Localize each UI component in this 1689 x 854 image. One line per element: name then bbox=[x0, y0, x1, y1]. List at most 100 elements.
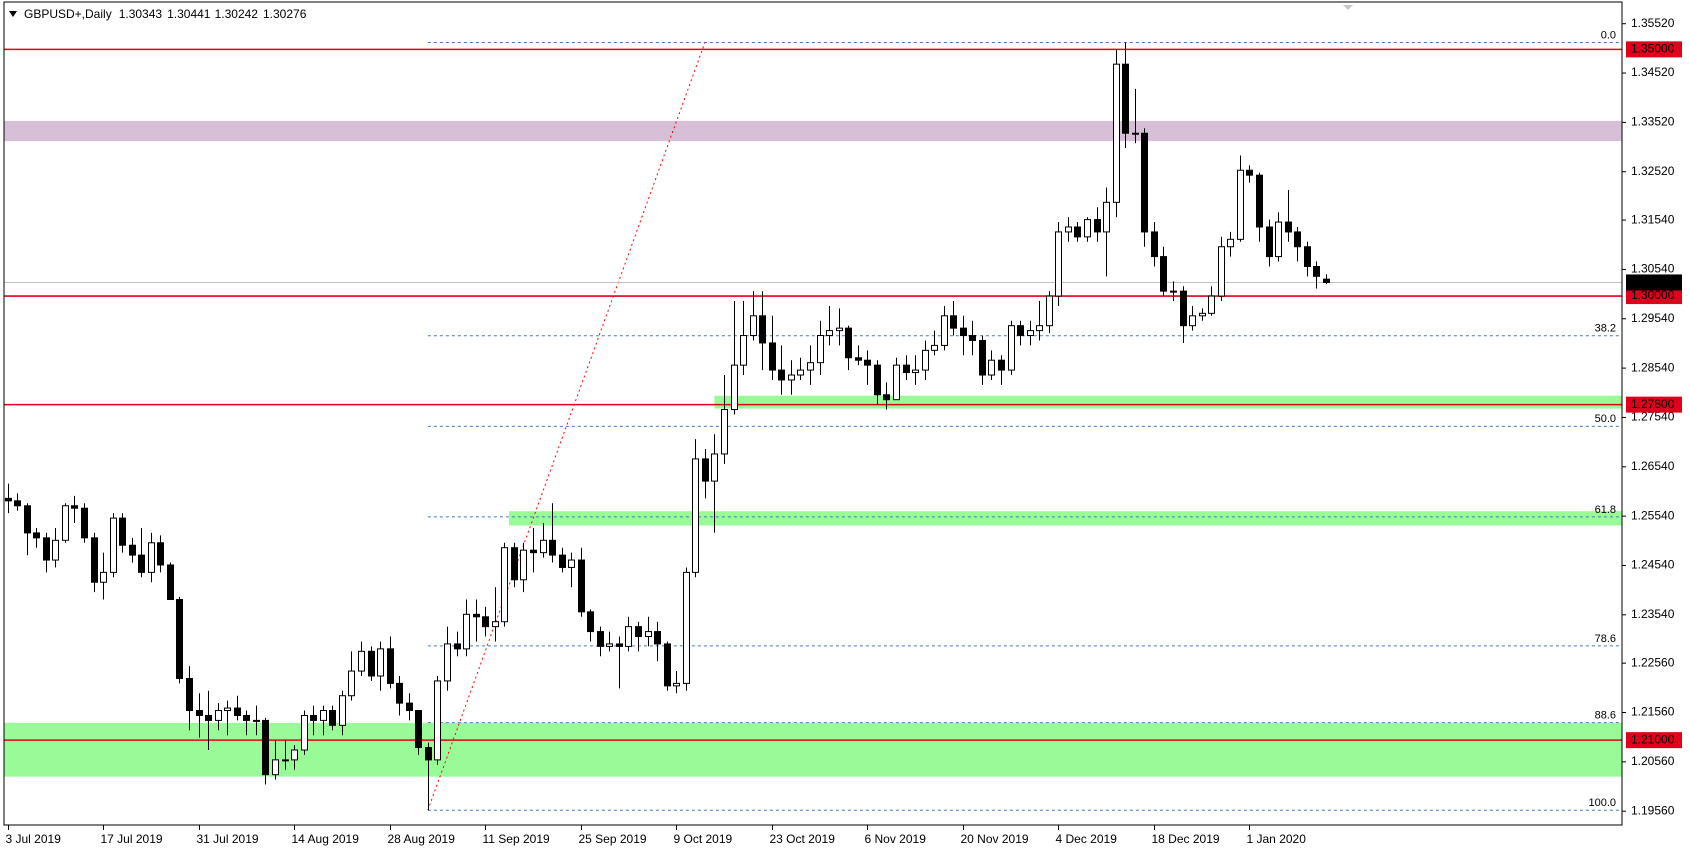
candle-body-up bbox=[492, 621, 499, 628]
y-tick-label: 1.24540 bbox=[1631, 558, 1675, 572]
level-label: 1.27800 bbox=[1631, 397, 1675, 411]
x-tick-label: 31 Jul 2019 bbox=[197, 832, 259, 846]
candle-body-up bbox=[1218, 246, 1225, 297]
candle-body-up bbox=[434, 680, 441, 761]
candle-body-up bbox=[740, 335, 747, 366]
x-tick-label: 4 Dec 2019 bbox=[1056, 832, 1118, 846]
x-tick-label: 3 Jul 2019 bbox=[6, 832, 62, 846]
candle-body-up bbox=[683, 571, 690, 684]
candle-body-down bbox=[864, 359, 871, 366]
candle-body-up bbox=[1036, 325, 1043, 332]
candle-body-up bbox=[807, 362, 814, 371]
candle-body-up bbox=[291, 749, 298, 761]
candle-body-up bbox=[797, 369, 804, 376]
x-tick-label: 14 Aug 2019 bbox=[292, 832, 360, 846]
candle-body-down bbox=[778, 369, 785, 381]
zone bbox=[4, 120, 1622, 142]
x-tick-label: 28 Aug 2019 bbox=[388, 832, 456, 846]
candle-body-down bbox=[1122, 63, 1129, 134]
candle-body-down bbox=[454, 643, 461, 650]
candle-body-up bbox=[339, 695, 346, 726]
level-box bbox=[1626, 396, 1682, 413]
candle-body-up bbox=[253, 719, 260, 722]
candle-body-down bbox=[243, 714, 250, 721]
candle-body-down bbox=[1017, 325, 1024, 337]
candle-body-up bbox=[750, 315, 757, 337]
candle-body-down bbox=[1313, 265, 1320, 277]
candle-body-up bbox=[988, 359, 995, 376]
candle-body-down bbox=[874, 364, 881, 396]
candle-body-up bbox=[320, 710, 327, 721]
plot-frame bbox=[3, 1, 1623, 826]
candle-body-down bbox=[549, 539, 556, 556]
x-tick-label: 25 Sep 2019 bbox=[579, 832, 647, 846]
candle-body-down bbox=[167, 564, 174, 601]
candle-body-down bbox=[635, 626, 642, 638]
candle-body-down bbox=[1285, 221, 1292, 233]
candle-body-up bbox=[110, 517, 117, 573]
candle-body-up bbox=[1189, 315, 1196, 327]
x-tick-label: 17 Jul 2019 bbox=[101, 832, 163, 846]
candle-body-up bbox=[673, 682, 680, 687]
candle-body-up bbox=[377, 648, 384, 677]
candle-body-down bbox=[425, 747, 432, 761]
candle-body-down bbox=[1151, 231, 1158, 258]
y-tick-label: 1.33520 bbox=[1631, 115, 1675, 129]
candle-body-down bbox=[845, 327, 852, 359]
candle-body-up bbox=[358, 650, 365, 672]
candle-body-down bbox=[176, 599, 183, 679]
candle-body-down bbox=[91, 537, 98, 583]
candle-body-down bbox=[883, 394, 890, 401]
candle-body-up bbox=[1275, 221, 1282, 258]
candle-body-down bbox=[950, 315, 957, 329]
candle-body-down bbox=[473, 613, 480, 618]
low-price: 1.30242 bbox=[215, 7, 259, 21]
candle-body-down bbox=[1256, 174, 1263, 228]
level-box bbox=[1626, 41, 1682, 58]
candle-body-down bbox=[157, 542, 164, 566]
candle-body-up bbox=[224, 707, 231, 712]
y-tick-label: 1.30540 bbox=[1631, 262, 1675, 276]
candle-body-down bbox=[387, 648, 394, 684]
x-tick-label: 18 Dec 2019 bbox=[1152, 832, 1220, 846]
level-box bbox=[1626, 732, 1682, 749]
y-tick-label: 1.21560 bbox=[1631, 705, 1675, 719]
candle-body-up bbox=[931, 344, 938, 351]
candle-body-up bbox=[215, 710, 222, 721]
y-tick-label: 1.34520 bbox=[1631, 65, 1675, 79]
candle-body-up bbox=[1113, 63, 1120, 203]
candle-body-up bbox=[606, 643, 613, 647]
fib-label: 0.0 bbox=[1601, 29, 1616, 41]
candle-body-up bbox=[501, 547, 508, 623]
y-tick-label: 1.35520 bbox=[1631, 16, 1675, 30]
candle-body-up bbox=[826, 330, 833, 337]
candle-body-up bbox=[1199, 312, 1206, 317]
y-tick-label: 1.32520 bbox=[1631, 164, 1675, 178]
y-tick-label: 1.28540 bbox=[1631, 360, 1675, 374]
candle-body-down bbox=[14, 500, 21, 507]
header: GBPUSD+,Daily 1.30343 1.30441 1.30242 1.3027… bbox=[24, 7, 307, 21]
candle-body-down bbox=[262, 719, 269, 776]
candle-body-down bbox=[329, 710, 336, 726]
candle-body-down bbox=[406, 702, 413, 712]
candle-body-down bbox=[5, 497, 12, 502]
candle-body-down bbox=[1141, 132, 1148, 233]
candle-body-down bbox=[129, 544, 136, 556]
candle-body-down bbox=[578, 559, 585, 613]
plot-layer: 0.0 38.2 50.0 61.8 78.6 88.6 100.0 bbox=[4, 29, 1623, 811]
fib-trend-line bbox=[427, 42, 706, 811]
candle-body-down bbox=[119, 517, 126, 546]
candle-body-down bbox=[310, 714, 317, 721]
level-label: 1.21000 bbox=[1631, 732, 1675, 746]
candle-body-up bbox=[692, 458, 699, 573]
candle-body-down bbox=[969, 335, 976, 341]
menu-arrow[interactable] bbox=[9, 11, 17, 17]
candle-body-down bbox=[1074, 226, 1081, 238]
candle-body-up bbox=[893, 364, 900, 401]
candle-body-down bbox=[196, 710, 203, 716]
candle-body-up bbox=[520, 549, 527, 581]
y-tick-label: 1.22560 bbox=[1631, 655, 1675, 669]
candle-body-up bbox=[817, 335, 824, 364]
y-tick-label: 1.27540 bbox=[1631, 410, 1675, 424]
